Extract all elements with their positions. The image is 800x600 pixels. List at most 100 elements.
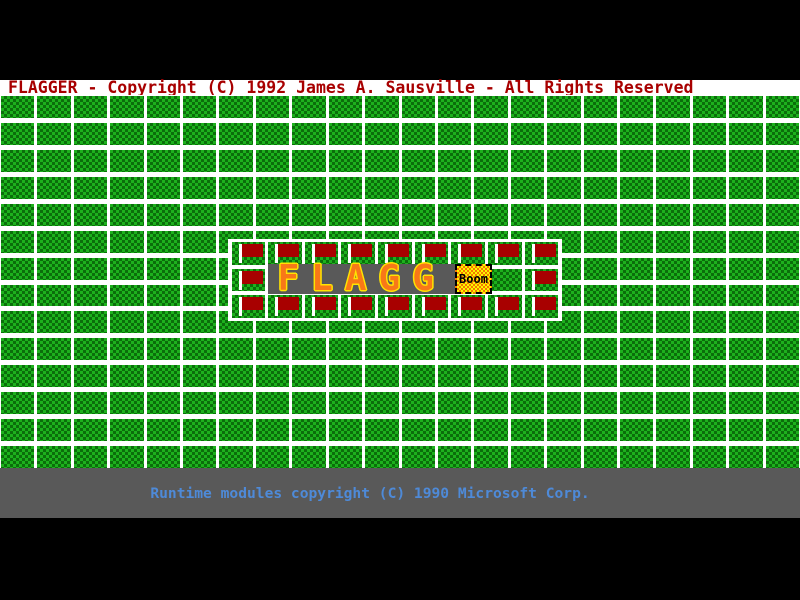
board-tile[interactable] [692, 446, 727, 468]
board-tile[interactable] [656, 338, 690, 361]
board-tile[interactable] [474, 338, 508, 361]
board-tile[interactable] [583, 176, 617, 199]
flag-tile[interactable] [488, 295, 522, 318]
board-tile[interactable] [656, 257, 690, 280]
board-tile[interactable] [729, 96, 763, 118]
board-tile[interactable] [365, 338, 399, 361]
board-tile[interactable] [255, 392, 290, 415]
board-tile[interactable] [510, 176, 545, 199]
board-tile[interactable] [219, 176, 253, 199]
flag-tile[interactable] [414, 295, 449, 318]
board-tile[interactable] [1, 446, 35, 468]
board-tile[interactable] [583, 96, 617, 118]
board-tile[interactable] [619, 176, 654, 199]
flag-tile[interactable] [304, 295, 339, 318]
board-tile[interactable] [292, 122, 326, 145]
board-tile[interactable] [110, 96, 144, 118]
board-tile[interactable] [37, 203, 71, 226]
board-tile[interactable] [692, 230, 727, 253]
board-tile[interactable] [692, 365, 727, 388]
board-tile[interactable] [219, 149, 253, 172]
board-tile[interactable] [110, 257, 144, 280]
board-tile[interactable] [1, 419, 35, 442]
board-tile[interactable] [656, 365, 690, 388]
board-tile[interactable] [255, 149, 290, 172]
board-tile[interactable] [401, 392, 435, 415]
board-tile[interactable] [255, 203, 290, 226]
board-tile[interactable] [547, 96, 581, 118]
board-tile[interactable] [365, 365, 399, 388]
board-tile[interactable] [401, 419, 435, 442]
board-tile[interactable] [1, 203, 35, 226]
board-tile[interactable] [1, 338, 35, 361]
board-tile[interactable] [765, 257, 799, 280]
board-tile[interactable] [437, 446, 472, 468]
board-tile[interactable] [146, 419, 181, 442]
board-tile[interactable] [183, 203, 217, 226]
board-tile[interactable] [183, 419, 217, 442]
board-tile[interactable] [255, 446, 290, 468]
board-tile[interactable] [765, 338, 799, 361]
board-tile[interactable] [110, 365, 144, 388]
board-tile[interactable] [656, 96, 690, 118]
board-tile[interactable] [73, 419, 108, 442]
board-tile[interactable] [729, 392, 763, 415]
board-tile[interactable] [729, 257, 763, 280]
board-tile[interactable] [656, 311, 690, 334]
flag-tile[interactable] [451, 295, 485, 318]
board-tile[interactable] [729, 230, 763, 253]
board-tile[interactable] [255, 365, 290, 388]
board-tile[interactable] [765, 203, 799, 226]
board-tile[interactable] [183, 96, 217, 118]
board-tile[interactable] [510, 149, 545, 172]
board-tile[interactable] [37, 149, 71, 172]
board-tile[interactable] [692, 311, 727, 334]
board-tile[interactable] [365, 149, 399, 172]
board-tile[interactable] [547, 203, 581, 226]
board-tile[interactable] [547, 122, 581, 145]
board-tile[interactable] [547, 392, 581, 415]
board-tile[interactable] [255, 176, 290, 199]
board-tile[interactable] [619, 419, 654, 442]
board-tile[interactable] [656, 149, 690, 172]
board-tile[interactable] [110, 203, 144, 226]
board-tile[interactable] [37, 419, 71, 442]
board-tile[interactable] [365, 96, 399, 118]
board-tile[interactable] [183, 230, 217, 253]
board-tile[interactable] [437, 338, 472, 361]
flag-tile[interactable] [488, 242, 522, 265]
board-tile[interactable] [255, 419, 290, 442]
board-tile[interactable] [437, 419, 472, 442]
board-tile[interactable] [765, 284, 799, 307]
board-tile[interactable] [729, 203, 763, 226]
board-tile[interactable] [146, 392, 181, 415]
board-tile[interactable] [437, 149, 472, 172]
board-tile[interactable] [146, 338, 181, 361]
board-tile[interactable] [292, 96, 326, 118]
board-tile[interactable] [110, 230, 144, 253]
board-tile[interactable] [729, 284, 763, 307]
board-tile[interactable] [146, 365, 181, 388]
board-tile[interactable] [146, 230, 181, 253]
board-tile[interactable] [328, 176, 363, 199]
board-tile[interactable] [729, 365, 763, 388]
flag-tile[interactable] [451, 242, 485, 265]
board-tile[interactable] [510, 446, 545, 468]
board-tile[interactable] [510, 96, 545, 118]
board-tile[interactable] [183, 311, 217, 334]
board-tile[interactable] [328, 149, 363, 172]
board-tile[interactable] [328, 392, 363, 415]
board-tile[interactable] [510, 392, 545, 415]
board-tile[interactable] [692, 392, 727, 415]
board-tile[interactable] [37, 311, 71, 334]
board-tile[interactable] [656, 203, 690, 226]
board-tile[interactable] [401, 149, 435, 172]
board-tile[interactable] [401, 365, 435, 388]
board-tile[interactable] [110, 392, 144, 415]
board-tile[interactable] [510, 419, 545, 442]
board-tile[interactable] [619, 392, 654, 415]
board-tile[interactable] [219, 419, 253, 442]
board-tile[interactable] [328, 419, 363, 442]
board-tile[interactable] [437, 122, 472, 145]
board-tile[interactable] [488, 268, 522, 291]
